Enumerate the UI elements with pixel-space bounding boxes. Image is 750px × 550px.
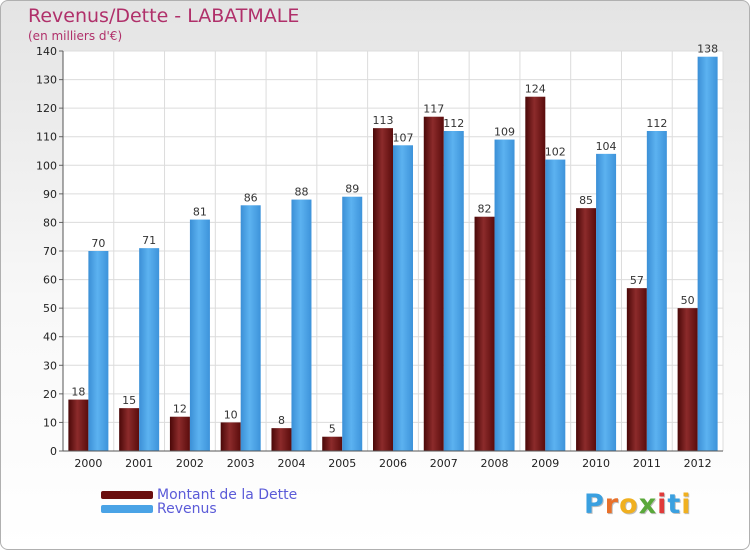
bar-debt [119,408,140,451]
logo-letter: x [638,489,658,520]
bar-debt [373,128,393,451]
x-tick-label: 2010 [582,457,610,470]
x-tick-label: 2005 [328,457,356,470]
bar-debt [322,436,343,451]
x-tick-label: 2002 [176,457,204,470]
x-tick-label: 2006 [379,457,407,470]
logo-letter: P [584,489,605,520]
data-label-revenue: 88 [294,186,308,199]
x-tick-label: 2012 [684,457,712,470]
x-tick-label: 2009 [531,457,559,470]
y-tick-label: 90 [43,188,57,201]
legend-swatch-debt [101,491,153,499]
bar-revenue [139,248,160,451]
bar-debt [576,208,597,451]
data-label-revenue: 104 [596,140,617,153]
x-tick-label: 2001 [125,457,153,470]
data-label-revenue: 86 [244,191,258,204]
y-tick-label: 100 [36,159,57,172]
data-label-debt: 117 [423,103,444,116]
y-tick-label: 20 [43,388,57,401]
bar-debt [677,308,698,451]
logo-letter: i [657,489,668,520]
logo-letter: r [604,489,620,520]
data-label-debt: 10 [224,408,238,421]
logo-letter: i [681,489,692,520]
y-tick-label: 130 [36,74,57,87]
bar-revenue [240,205,261,451]
legend-label-revenue: Revenus [157,501,217,517]
legend-label-debt: Montant de la Dette [157,487,298,503]
data-label-revenue: 81 [193,206,207,219]
data-label-revenue: 112 [646,117,667,130]
bar-revenue [596,153,617,451]
data-label-debt: 85 [579,194,593,207]
bar-revenue [443,131,464,451]
x-tick-label: 2007 [430,457,458,470]
x-tick-label: 2008 [481,457,509,470]
y-tick-label: 110 [36,131,57,144]
y-tick-label: 60 [43,274,57,287]
legend-item-revenue: Revenus [101,500,217,518]
y-tick-label: 140 [36,45,57,58]
data-label-debt: 113 [373,114,394,127]
bar-debt [525,96,546,451]
data-label-revenue: 112 [443,117,464,130]
data-label-revenue: 138 [697,43,718,56]
x-tick-label: 2011 [633,457,661,470]
y-tick-label: 70 [43,245,57,258]
bar-revenue [697,56,718,451]
legend-item-debt: Montant de la Dette [101,486,297,504]
bar-revenue [291,199,312,451]
data-label-revenue: 70 [91,237,105,250]
data-label-revenue: 71 [142,234,156,247]
proxiti-logo: Proxiti [584,489,692,520]
bar-revenue [342,196,363,451]
chart-subtitle: (en milliers d'€) [28,29,123,43]
y-tick-label: 10 [43,416,57,429]
bar-revenue [393,145,413,452]
legend-swatch-revenue [101,505,153,513]
chart-title: Revenus/Dette - LABATMALE [28,5,300,27]
data-label-debt: 57 [630,274,644,287]
logo-letter: t [667,489,682,520]
data-label-debt: 5 [329,423,336,436]
bar-revenue [646,131,667,451]
bar-revenue [494,139,515,452]
data-label-debt: 15 [122,394,136,407]
data-label-debt: 18 [71,386,85,399]
x-tick-label: 2000 [74,457,102,470]
data-label-debt: 124 [525,83,546,96]
x-tick-label: 2004 [277,457,305,470]
y-tick-label: 120 [36,102,57,115]
bar-revenue [189,219,210,451]
data-label-revenue: 102 [545,146,566,159]
y-tick-label: 30 [43,359,57,372]
bar-debt [68,399,89,451]
y-tick-label: 80 [43,216,57,229]
data-label-debt: 12 [173,403,187,416]
x-tick-label: 2003 [227,457,255,470]
bar-debt [271,428,292,451]
data-label-debt: 8 [278,414,285,427]
bar-debt [169,416,190,451]
bar-debt [474,216,495,451]
data-label-debt: 50 [681,294,695,307]
bar-debt [220,422,241,451]
bar-revenue [88,251,109,451]
logo-letter: o [619,489,639,520]
data-label-revenue: 107 [393,131,414,144]
y-tick-label: 0 [50,445,57,458]
data-label-debt: 82 [478,203,492,216]
bar-debt [423,116,444,451]
y-tick-label: 40 [43,331,57,344]
bar-debt [626,288,647,451]
bar-revenue [545,159,566,452]
data-label-revenue: 109 [494,126,515,139]
y-tick-label: 50 [43,302,57,315]
data-label-revenue: 89 [345,183,359,196]
